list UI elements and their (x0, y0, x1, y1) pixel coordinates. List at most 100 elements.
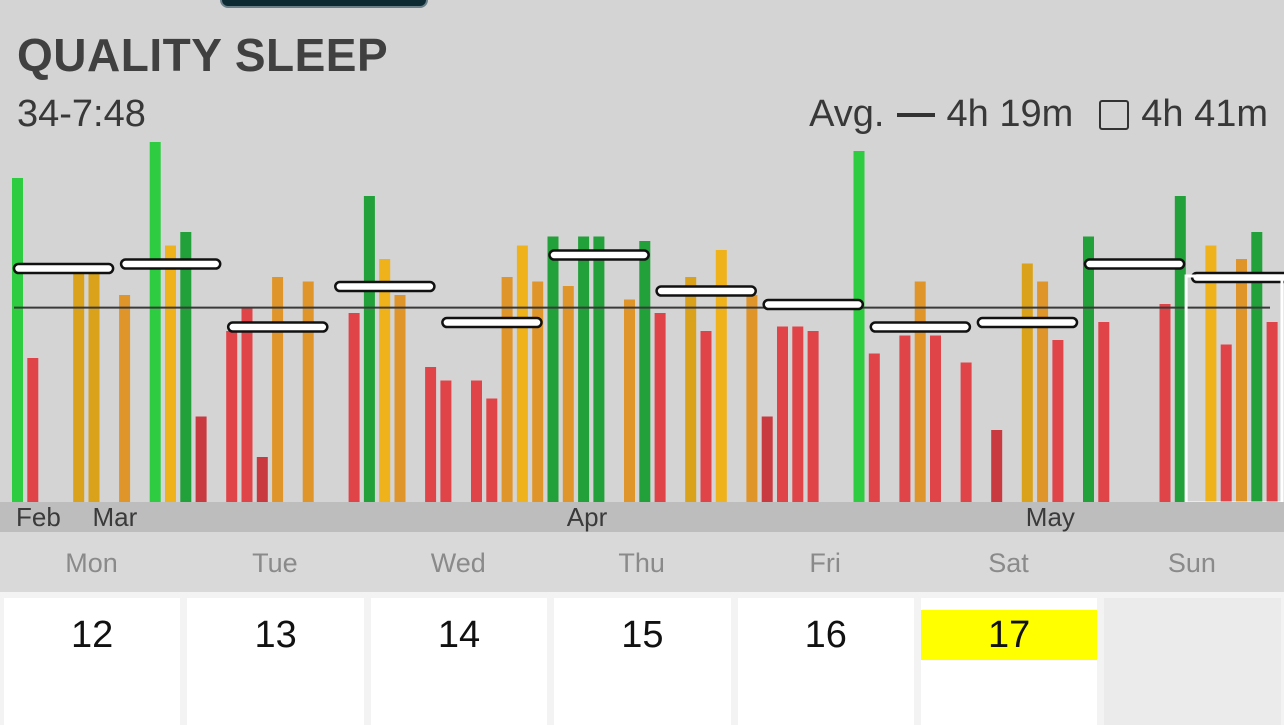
sleep-bar[interactable] (1037, 281, 1049, 503)
avg-line-value: 4h 19m (946, 93, 1074, 135)
sleep-bar[interactable] (624, 299, 635, 503)
calendar-day-number: 14 (437, 614, 481, 656)
weekly-average-marker (1083, 258, 1186, 270)
calendar-day-cell[interactable]: 14 (370, 598, 548, 725)
sleep-bar[interactable] (1174, 196, 1186, 502)
calendar-day-cell[interactable]: 13 (187, 598, 364, 725)
sleep-bar[interactable] (486, 398, 498, 503)
sleep-bar[interactable] (1021, 263, 1033, 503)
sleep-range: 34-7:48 (17, 93, 146, 135)
calendar-day-number: 17 (921, 610, 1098, 660)
sleep-bar[interactable] (226, 331, 238, 502)
weekly-average-marker (655, 285, 757, 297)
sleep-bar[interactable] (394, 295, 406, 502)
sleep-bar[interactable] (348, 313, 360, 502)
avg-line-icon (896, 112, 935, 117)
weekly-average-marker (12, 262, 115, 275)
sleep-bar[interactable] (578, 236, 590, 503)
sleep-bar[interactable] (746, 295, 758, 502)
weekday-header (0, 532, 1284, 592)
weekly-average-marker (976, 316, 1079, 329)
sleep-bar[interactable] (180, 232, 192, 502)
sleep-bar[interactable] (1159, 304, 1171, 502)
sleep-bar[interactable] (379, 259, 391, 502)
sleep-bar[interactable] (1205, 245, 1217, 503)
weekly-average-marker (548, 249, 650, 261)
sleep-bar[interactable] (792, 326, 804, 503)
sleep-bar[interactable] (256, 457, 268, 502)
month-label: Mar (92, 502, 138, 532)
sleep-bar[interactable] (1220, 344, 1232, 503)
sleep-bar[interactable] (425, 367, 437, 502)
sleep-bar[interactable] (1052, 340, 1064, 502)
sleep-bar[interactable] (1251, 232, 1263, 502)
weekday-wed: Wed (430, 548, 486, 578)
sleep-bar[interactable] (149, 142, 161, 502)
sleep-bar[interactable] (302, 281, 314, 503)
weekday-sun: Sun (1167, 548, 1216, 578)
sleep-bar[interactable] (930, 335, 941, 503)
sleep-bar[interactable] (991, 430, 1003, 502)
avg-box-icon (1099, 99, 1130, 130)
weekly-average-marker (762, 298, 865, 311)
calendar-day-cell[interactable]: 16 (737, 598, 914, 725)
sleep-bar[interactable] (899, 335, 911, 503)
chart-title: QUALITY SLEEP (17, 29, 389, 81)
sleep-bar-chart[interactable] (0, 130, 1284, 502)
sleep-bar[interactable] (532, 281, 544, 503)
sleep-bar[interactable] (853, 151, 865, 502)
sleep-bar[interactable] (777, 326, 788, 503)
weekday-sat: Sat (988, 548, 1029, 578)
weekly-average-marker (119, 258, 222, 270)
sleep-bar[interactable] (501, 277, 513, 502)
month-strip (0, 502, 1284, 532)
sleep-bar[interactable] (27, 358, 39, 502)
sleep-bar[interactable] (868, 353, 880, 503)
sleep-bar[interactable] (715, 250, 727, 502)
weekly-average-marker (869, 321, 972, 333)
weekly-average-marker (334, 280, 436, 293)
month-label: May (1025, 502, 1075, 532)
calendar-day-cell[interactable]: 15 (554, 598, 731, 725)
sleep-bar[interactable] (88, 272, 100, 503)
sleep-bar[interactable] (12, 178, 23, 502)
selected-week-frame[interactable] (1184, 274, 1284, 502)
avg-label: Avg. (809, 93, 885, 135)
calendar-day-number: 16 (804, 614, 847, 656)
sleep-bar[interactable] (960, 362, 972, 503)
sleep-bar[interactable] (165, 245, 176, 503)
sleep-bar[interactable] (547, 236, 559, 503)
sleep-bar[interactable] (241, 308, 253, 503)
month-label: Apr (566, 502, 608, 532)
sleep-bar[interactable] (685, 277, 697, 502)
calendar-day-number: 13 (254, 614, 297, 656)
sleep-bar[interactable] (562, 286, 574, 502)
sleep-bar[interactable] (1083, 236, 1094, 503)
sleep-bar[interactable] (654, 313, 666, 502)
sleep-bar[interactable] (914, 281, 926, 503)
sleep-bar[interactable] (1236, 259, 1247, 502)
sleep-bar[interactable] (639, 241, 651, 502)
sleep-bar[interactable] (593, 236, 605, 503)
calendar-day-cell[interactable]: 12 (4, 598, 181, 725)
sleep-bar[interactable] (761, 416, 773, 503)
sleep-bar[interactable] (807, 331, 819, 502)
sleep-bar[interactable] (471, 380, 482, 503)
sleep-bar[interactable] (119, 295, 131, 502)
sleep-bar[interactable] (272, 277, 284, 502)
sleep-bar[interactable] (1098, 322, 1110, 502)
weekday-mon: Mon (65, 548, 118, 578)
sleep-bar[interactable] (195, 416, 207, 503)
sleep-bar[interactable] (1266, 322, 1278, 502)
sleep-bar[interactable] (700, 331, 712, 502)
calendar-day-cell[interactable]: 17 (921, 598, 1098, 725)
sleep-bar[interactable] (363, 196, 375, 502)
sleep-bar[interactable] (73, 272, 85, 503)
sleep-bar[interactable] (440, 380, 452, 503)
weekly-average-marker (441, 316, 543, 329)
sleep-bar[interactable] (516, 245, 528, 503)
weekday-fri: Fri (809, 548, 841, 578)
average-legend: Avg. 4h 19m 4h 41m (809, 93, 1268, 136)
calendar-day-number: 12 (71, 614, 114, 656)
calendar-day-cell (1104, 598, 1281, 725)
